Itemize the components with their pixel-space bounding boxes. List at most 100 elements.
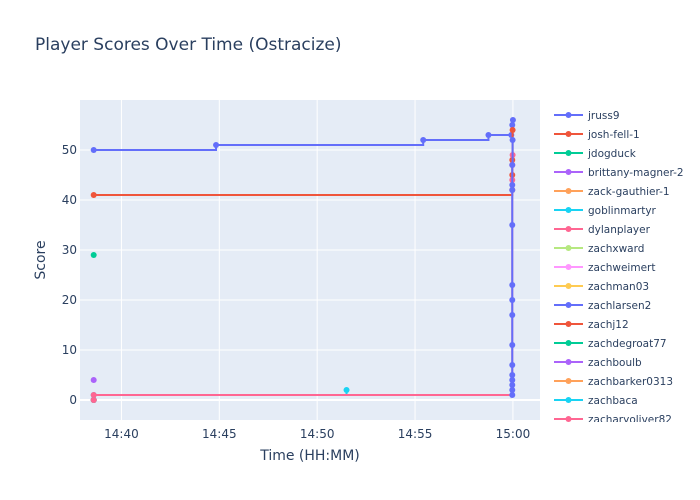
legend-swatch-marker [565, 359, 572, 365]
legend-swatch-marker [565, 416, 572, 422]
legend-swatch-marker [565, 169, 572, 175]
data-point [509, 282, 516, 288]
data-point [90, 377, 97, 383]
legend-label: jruss9 [587, 110, 620, 122]
legend-item[interactable]: jruss9 [554, 110, 620, 122]
data-point [509, 182, 516, 188]
legend-item[interactable]: zachbaca [554, 395, 638, 407]
legend-swatch-marker [565, 150, 572, 156]
data-point [509, 122, 516, 128]
data-point [509, 382, 516, 388]
data-point [509, 117, 516, 123]
legend-swatch-marker [565, 340, 572, 346]
data-point [509, 377, 516, 383]
legend-item[interactable]: brittany-magner-2 [554, 167, 684, 179]
legend-item[interactable]: dylanplayer [554, 224, 651, 236]
data-point [90, 252, 97, 258]
data-point [90, 397, 97, 403]
legend-swatch-marker [565, 321, 572, 327]
data-point [343, 387, 350, 393]
legend-item[interactable]: zachman03 [554, 281, 649, 293]
y-axis-title: Score [33, 240, 49, 279]
data-point [213, 142, 220, 148]
data-point [90, 392, 97, 398]
legend-label: zachj12 [588, 319, 629, 331]
x-tick-label: 14:45 [202, 427, 237, 441]
legend-swatch-marker [565, 245, 572, 251]
data-point [509, 312, 516, 318]
chart-title: Player Scores Over Time (Ostracize) [35, 35, 342, 55]
y-axis-ticks: 0 10 20 30 40 50 [62, 143, 77, 407]
y-tick-label: 0 [69, 393, 77, 407]
data-point [90, 192, 97, 198]
data-point [509, 297, 516, 303]
series-group [90, 117, 516, 403]
legend-label: goblinmartyr [588, 205, 657, 217]
legend-swatch-marker [565, 264, 572, 270]
data-point [509, 127, 516, 133]
data-point [420, 137, 427, 143]
legend-item[interactable]: zachj12 [554, 319, 629, 331]
legend-swatch-marker [565, 397, 572, 403]
data-point [509, 342, 516, 348]
legend-label: zachbaca [588, 395, 638, 407]
legend-item[interactable]: zachweimert [554, 262, 655, 274]
legend-label: zachdegroat77 [588, 338, 667, 350]
legend-item[interactable]: zacharyoliver82 [554, 414, 672, 426]
legend-item[interactable]: zachdegroat77 [554, 338, 667, 350]
legend-label: zachlarsen2 [588, 300, 651, 312]
data-point [509, 387, 516, 393]
legend-label: zachweimert [588, 262, 655, 274]
legend-swatch-marker [565, 283, 572, 289]
series-jdogduck [90, 252, 97, 258]
x-tick-label: 14:55 [398, 427, 433, 441]
data-point [485, 132, 492, 138]
y-tick-label: 40 [62, 193, 77, 207]
x-tick-label: 15:00 [496, 427, 531, 441]
legend-item[interactable]: zachlarsen2 [554, 300, 651, 312]
series-brittany-magner-2 [90, 377, 97, 383]
legend-item[interactable]: zachboulb [554, 357, 642, 369]
series-zacharyoliver82 [90, 397, 97, 403]
plot-background [80, 100, 540, 420]
legend-swatch-marker [565, 131, 572, 137]
x-tick-label: 14:40 [104, 427, 139, 441]
data-point [509, 372, 516, 378]
y-tick-label: 30 [62, 243, 77, 257]
legend-swatch-marker [565, 188, 572, 194]
legend-label: zack-gauthier-1 [588, 186, 670, 198]
y-tick-label: 20 [62, 293, 77, 307]
legend-item[interactable]: zachxward [554, 243, 644, 255]
legend-label: jdogduck [587, 148, 637, 160]
legend-swatch-marker [565, 207, 572, 213]
legend-swatch-marker [565, 112, 572, 118]
legend-swatch-marker [565, 378, 572, 384]
data-point [90, 147, 97, 153]
data-point [509, 392, 516, 398]
legend-swatch-marker [565, 226, 572, 232]
legend-item[interactable]: jdogduck [554, 148, 637, 160]
legend-label: zachxward [588, 243, 644, 255]
legend-label: dylanplayer [588, 224, 651, 236]
series-jruss9 [90, 117, 516, 153]
y-tick-label: 10 [62, 343, 77, 357]
legend-label: josh-fell-1 [587, 129, 640, 141]
legend-item[interactable]: goblinmartyr [554, 205, 657, 217]
series-zachlarsen2 [509, 137, 516, 398]
data-point [509, 137, 516, 143]
x-axis-title: Time (HH:MM) [259, 448, 360, 464]
legend-label: zachbarker0313 [588, 376, 673, 388]
legend-item[interactable]: zack-gauthier-1 [554, 186, 670, 198]
x-tick-label: 14:50 [300, 427, 335, 441]
legend-swatch-marker [565, 302, 572, 308]
x-axis-ticks: 14:40 14:45 14:50 14:55 15:00 [104, 427, 530, 441]
legend-label: zachboulb [588, 357, 642, 369]
legend[interactable]: jruss9 josh-fell-1 jdogduck brittany-magner… [554, 110, 684, 426]
legend-label: zachman03 [588, 281, 649, 293]
legend-item[interactable]: zachbarker0313 [554, 376, 673, 388]
data-point [509, 222, 516, 228]
y-tick-label: 50 [62, 143, 77, 157]
legend-label: brittany-magner-2 [588, 167, 684, 179]
legend-item[interactable]: josh-fell-1 [554, 129, 640, 141]
